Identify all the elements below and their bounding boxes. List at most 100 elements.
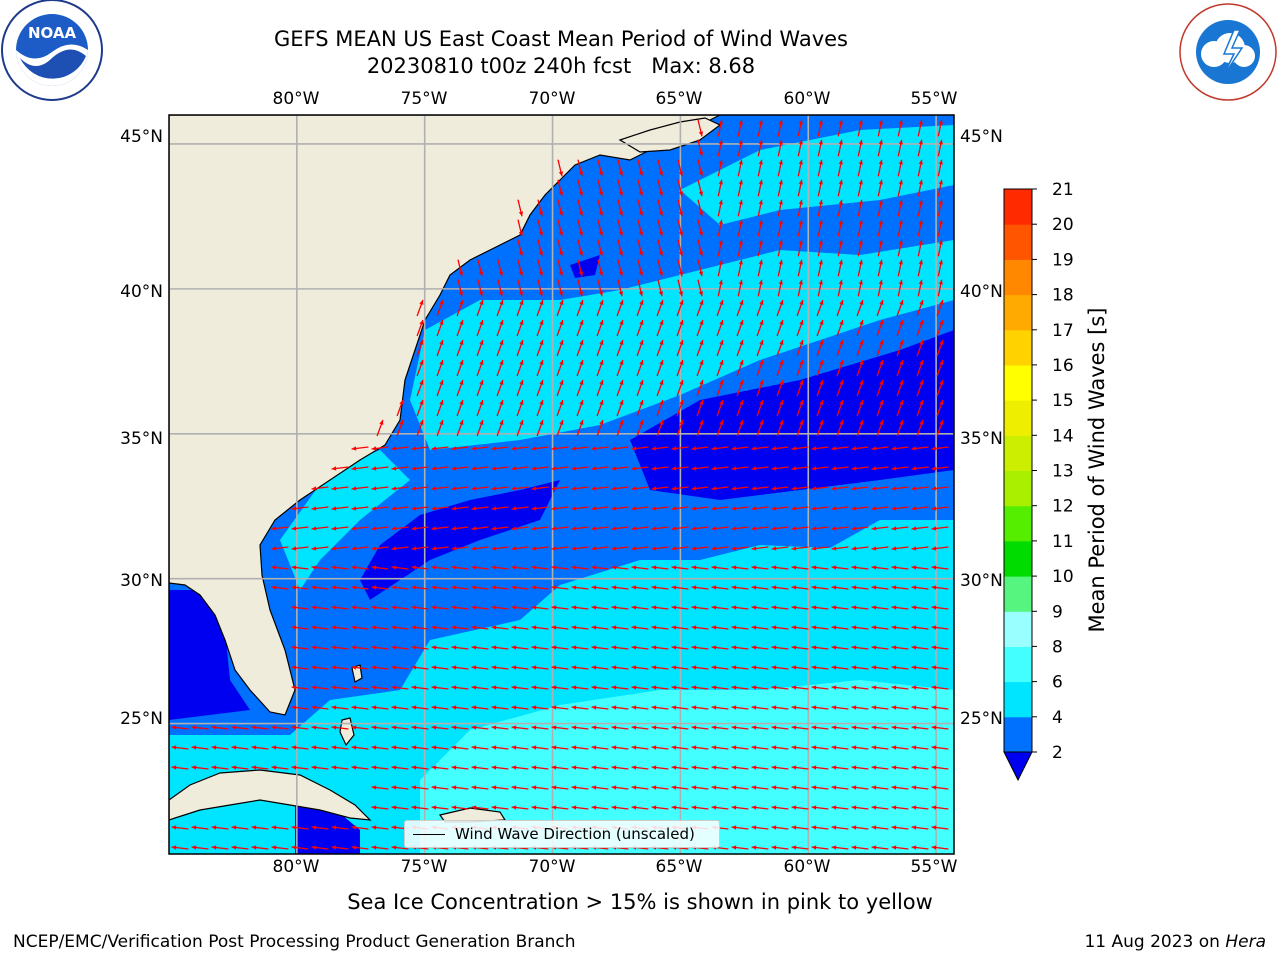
wind-wave-arrow	[811, 625, 829, 630]
wind-wave-arrow	[811, 446, 829, 451]
wind-wave-arrow	[837, 139, 843, 157]
wind-wave-arrow	[651, 665, 669, 670]
land-us-east-coast	[169, 115, 721, 716]
wind-wave-arrow	[891, 725, 909, 730]
wind-wave-arrow	[751, 466, 769, 471]
wind-wave-arrow	[911, 526, 929, 531]
wind-wave-arrow	[591, 665, 609, 670]
wind-wave-arrow	[471, 725, 489, 730]
wind-wave-arrow	[496, 379, 504, 397]
wind-wave-arrow	[771, 685, 789, 690]
wind-wave-arrow	[371, 565, 389, 570]
wind-wave-arrow	[557, 179, 564, 197]
wind-wave-arrow	[791, 506, 809, 511]
wind-wave-arrow	[791, 546, 809, 551]
wind-wave-arrow	[476, 319, 484, 337]
wind-wave-arrow	[711, 685, 729, 690]
wind-wave-arrow	[771, 825, 789, 830]
wind-wave-arrow	[657, 159, 664, 177]
wind-wave-arrow	[736, 399, 744, 417]
wind-wave-arrow	[751, 585, 769, 590]
wind-wave-arrow	[871, 446, 889, 451]
wind-wave-arrow	[871, 466, 889, 471]
wind-wave-arrow	[536, 299, 544, 317]
wind-wave-arrow	[911, 565, 929, 570]
wind-wave-arrow	[477, 279, 484, 297]
wind-wave-arrow	[416, 399, 424, 417]
wind-wave-arrow	[831, 605, 849, 610]
wind-wave-arrow	[836, 319, 844, 337]
wind-wave-arrow	[817, 219, 823, 237]
wind-wave-arrow	[491, 745, 509, 750]
wind-wave-arrow	[551, 685, 569, 690]
wind-wave-arrow	[737, 279, 743, 297]
wind-wave-arrow	[511, 486, 529, 491]
wind-wave-arrow	[491, 585, 509, 590]
wind-wave-arrow	[491, 625, 509, 630]
wind-wave-arrow	[856, 399, 864, 417]
wind-wave-arrow	[917, 199, 923, 217]
wind-wave-arrow	[536, 419, 544, 437]
wind-wave-arrow	[896, 379, 904, 397]
colorbar-segment-5	[1004, 540, 1032, 577]
wind-wave-arrow	[311, 526, 329, 531]
wind-wave-arrow	[631, 725, 649, 730]
wind-wave-arrow	[757, 179, 763, 197]
colorbar-tick-label: 10	[1052, 567, 1074, 587]
wind-wave-arrow	[231, 745, 249, 750]
wind-wave-arrow	[636, 359, 644, 377]
wind-wave-arrow	[651, 765, 669, 770]
wind-wave-arrow	[291, 685, 309, 690]
wind-wave-arrow	[577, 199, 584, 217]
wind-wave-arrow	[751, 705, 769, 710]
wind-wave-arrow	[537, 219, 544, 237]
wind-wave-arrow	[711, 466, 729, 471]
wind-wave-arrow	[451, 605, 469, 610]
wind-wave-arrow	[591, 805, 609, 810]
wind-wave-arrow	[571, 585, 589, 590]
wind-wave-arrow	[871, 705, 889, 710]
wind-wave-arrow	[531, 685, 549, 690]
wind-wave-arrow	[611, 486, 629, 491]
wind-wave-arrow	[451, 446, 469, 451]
colorbar-tick-label: 18	[1052, 286, 1074, 306]
wind-wave-arrow	[611, 585, 629, 590]
wind-wave-arrow	[717, 259, 723, 277]
wind-wave-arrow	[731, 585, 749, 590]
wind-wave-arrow	[471, 765, 489, 770]
lat-label-left-40n: 40°N	[120, 282, 163, 302]
wind-wave-arrow	[811, 506, 829, 511]
wind-wave-arrow	[731, 565, 749, 570]
wind-wave-arrow	[831, 845, 849, 850]
wind-wave-arrow	[311, 506, 329, 511]
wind-wave-arrow	[776, 399, 784, 417]
wind-wave-arrow	[697, 139, 704, 157]
wind-wave-arrow	[571, 765, 589, 770]
wind-wave-arrow	[776, 379, 784, 397]
wind-wave-arrow	[331, 845, 349, 850]
wind-wave-arrow	[737, 159, 743, 177]
wind-wave-arrow	[611, 506, 629, 511]
wind-wave-arrow	[857, 259, 863, 277]
wind-wave-arrow	[597, 259, 604, 277]
wind-wave-arrow	[797, 119, 803, 137]
wind-wave-arrow	[457, 279, 464, 297]
wind-wave-arrow	[331, 466, 349, 471]
wind-wave-arrow	[671, 705, 689, 710]
wind-wave-arrow	[917, 239, 923, 257]
wind-wave-arrow	[831, 805, 849, 810]
wind-wave-arrow	[571, 506, 589, 511]
wind-wave-arrow	[291, 825, 309, 830]
wind-wave-arrow	[931, 665, 949, 670]
wind-wave-arrow	[776, 419, 784, 437]
wind-wave-arrow	[817, 139, 823, 157]
wind-wave-arrow	[391, 845, 409, 850]
colorbar-tick-label: 9	[1052, 602, 1063, 622]
wind-wave-arrow	[551, 625, 569, 630]
wind-wave-arrow	[311, 486, 329, 491]
wind-wave-arrow	[591, 705, 609, 710]
wind-wave-arrow	[531, 546, 549, 551]
map-frame	[168, 114, 955, 855]
wind-wave-arrow	[831, 645, 849, 650]
wind-wave-arrow	[436, 339, 444, 357]
